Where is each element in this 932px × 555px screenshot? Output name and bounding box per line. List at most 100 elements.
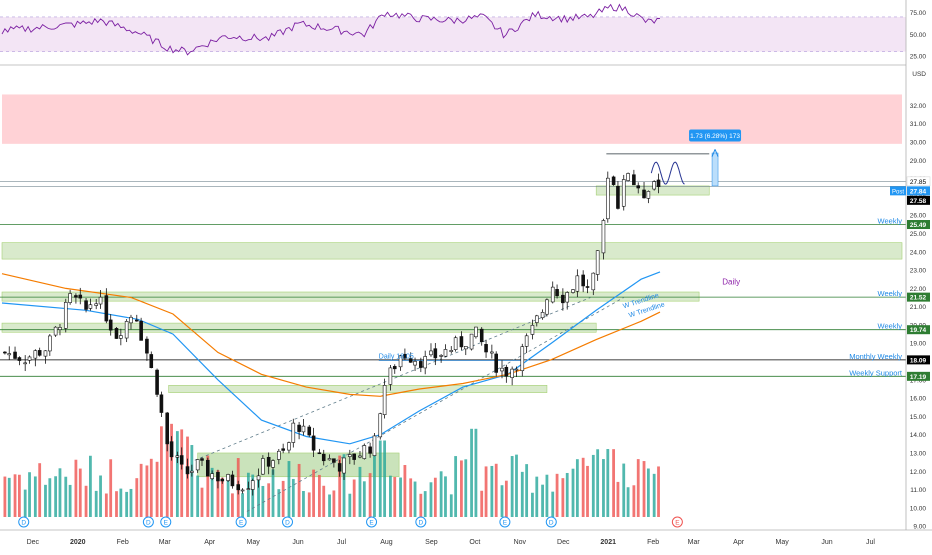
candle-body xyxy=(510,368,514,378)
volume-bar xyxy=(17,474,21,517)
time-tick-label: Mar xyxy=(159,539,172,546)
event-marker-earnings-icon[interactable] xyxy=(366,516,378,528)
event-marker-earnings-icon[interactable] xyxy=(235,516,247,528)
event-marker-dividend-icon[interactable] xyxy=(545,516,557,528)
candle-body xyxy=(585,286,590,288)
volume-bar xyxy=(586,465,589,517)
trendline-1 xyxy=(246,297,624,512)
time-tick-label: 2021 xyxy=(600,539,616,546)
volume-bar xyxy=(515,454,518,517)
volume-bar xyxy=(23,489,27,517)
candle-layer xyxy=(3,169,661,496)
volume-bar xyxy=(89,455,92,517)
volume-bar xyxy=(545,474,549,517)
candle-body xyxy=(250,480,255,490)
volume-bar xyxy=(48,478,52,517)
event-marker-dividend-icon[interactable] xyxy=(18,516,30,528)
volume-bar xyxy=(449,494,453,517)
level-label-2: Weekly xyxy=(878,322,903,331)
candle-body xyxy=(165,412,170,445)
candle-body xyxy=(540,312,545,319)
volume-bar xyxy=(206,455,210,517)
candle-body xyxy=(646,191,651,199)
candle-body xyxy=(200,458,204,461)
volume-bar xyxy=(13,474,17,517)
candle-body xyxy=(43,350,48,357)
price-tick-label: 23.00 xyxy=(910,268,927,275)
volume-bar xyxy=(119,488,123,517)
rsi-pane xyxy=(0,3,932,66)
candle-body xyxy=(575,275,580,292)
event-marker-earnings-icon[interactable] xyxy=(499,516,511,528)
candle-body xyxy=(337,463,342,472)
volume-bar xyxy=(115,491,118,517)
candle-body xyxy=(550,286,555,303)
candle-body xyxy=(261,458,265,475)
volume-bar xyxy=(139,463,143,517)
volume-bar xyxy=(281,480,285,517)
event-marker-label: E xyxy=(369,520,374,527)
candle-body xyxy=(17,357,22,361)
candle-body xyxy=(84,300,88,310)
candle-body xyxy=(581,274,585,287)
candle-body xyxy=(13,351,17,359)
event-marker-dividend-icon[interactable] xyxy=(142,516,154,528)
volume-bar xyxy=(155,461,159,517)
candle-body xyxy=(179,455,184,465)
candle-body xyxy=(561,294,565,304)
event-marker-earnings-icon[interactable] xyxy=(671,516,683,528)
time-tick-label: Dec xyxy=(27,539,40,546)
price-tick-label: 31.00 xyxy=(910,121,927,128)
volume-bar xyxy=(399,477,402,517)
volume-bar xyxy=(541,484,544,517)
volume-bar xyxy=(277,489,281,517)
volume-bar xyxy=(74,459,78,517)
candle-body xyxy=(78,294,83,299)
time-tick-label: Sep xyxy=(425,539,438,546)
event-marker-earnings-icon[interactable] xyxy=(160,516,172,528)
time-tick-label: May xyxy=(775,539,789,546)
volume-bar xyxy=(338,455,342,517)
event-marker-label: D xyxy=(285,520,290,527)
volume-bar xyxy=(352,479,356,517)
volume-bar xyxy=(125,491,129,517)
volume-bar xyxy=(342,454,346,517)
time-tick-label: Oct xyxy=(469,539,480,546)
price-label-box xyxy=(907,220,930,230)
candle-body xyxy=(311,435,316,451)
candle-body xyxy=(301,425,306,433)
candle-body xyxy=(514,368,519,371)
candle-body xyxy=(378,413,383,438)
volume-bar xyxy=(474,428,478,517)
time-tick-label: 2020 xyxy=(70,539,86,546)
volume-bar xyxy=(332,490,336,517)
event-marker-label: E xyxy=(503,520,508,527)
price-label-box xyxy=(907,195,930,205)
candle-body xyxy=(545,299,549,315)
volume-bar xyxy=(551,491,555,517)
volume-bar xyxy=(210,467,214,517)
event-marker-dividend-icon[interactable] xyxy=(282,516,294,528)
candle-body xyxy=(271,460,275,468)
volume-bar xyxy=(196,475,200,517)
volume-bar xyxy=(271,469,275,517)
candle-body xyxy=(3,351,7,354)
candle-body xyxy=(392,366,397,370)
volume-bar xyxy=(636,459,640,517)
price-axis-panel xyxy=(906,0,932,550)
volume-bar xyxy=(328,494,331,517)
volume-bar xyxy=(54,476,58,517)
event-marker-dividend-icon[interactable] xyxy=(415,516,427,528)
volume-bar xyxy=(657,466,660,517)
price-tick-label: 25.00 xyxy=(910,231,927,238)
candle-body xyxy=(500,367,504,372)
event-marker-label: E xyxy=(239,520,244,527)
volume-bar xyxy=(439,471,443,517)
volume-bar xyxy=(490,465,494,517)
volume-bar xyxy=(241,493,244,517)
volume-bar xyxy=(362,481,366,517)
